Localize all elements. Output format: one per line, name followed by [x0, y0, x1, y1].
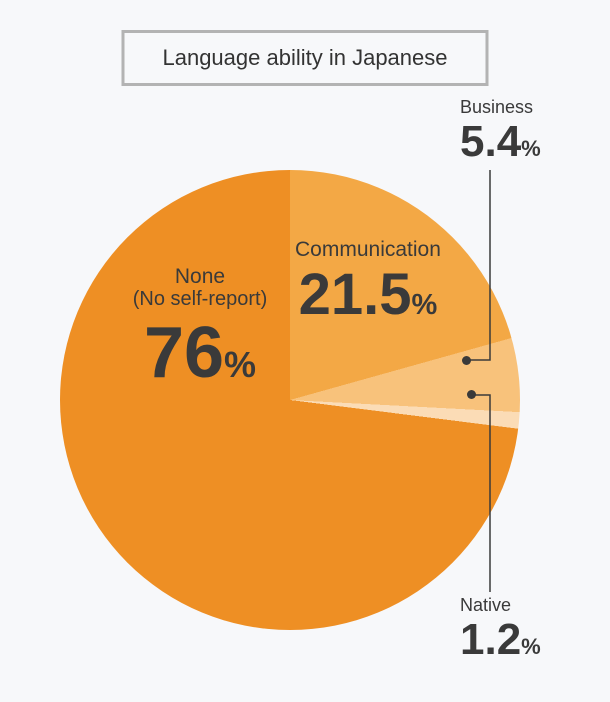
- slice-name: Communication: [295, 238, 441, 261]
- chart-title-box: Language ability in Japanese: [121, 30, 488, 86]
- leader-dot-business: [462, 356, 471, 365]
- slice-label-none: None (No self-report) 76%: [100, 265, 300, 393]
- slice-name: Business: [460, 98, 541, 118]
- percent-symbol: %: [412, 289, 438, 321]
- pie-body: [60, 170, 520, 630]
- percent-symbol: %: [224, 344, 256, 385]
- leader-dot-native: [467, 390, 476, 399]
- slice-label-business: Business 5.4%: [460, 98, 541, 166]
- slice-value: 5.4: [460, 117, 521, 166]
- chart-title: Language ability in Japanese: [162, 45, 447, 70]
- percent-symbol: %: [521, 634, 541, 659]
- slice-value: 76: [144, 313, 224, 393]
- slice-label-communication: Communication 21.5%: [295, 238, 441, 327]
- slice-sub-name: (No self-report): [100, 288, 300, 310]
- slice-value: 1.2: [460, 615, 521, 664]
- slice-name: Native: [460, 596, 541, 616]
- slice-value: 21.5: [299, 262, 412, 327]
- pie-chart: Communication 21.5% None (No self-report…: [60, 170, 520, 630]
- percent-symbol: %: [521, 136, 541, 161]
- slice-name: None: [100, 265, 300, 288]
- slice-label-native: Native 1.2%: [460, 596, 541, 664]
